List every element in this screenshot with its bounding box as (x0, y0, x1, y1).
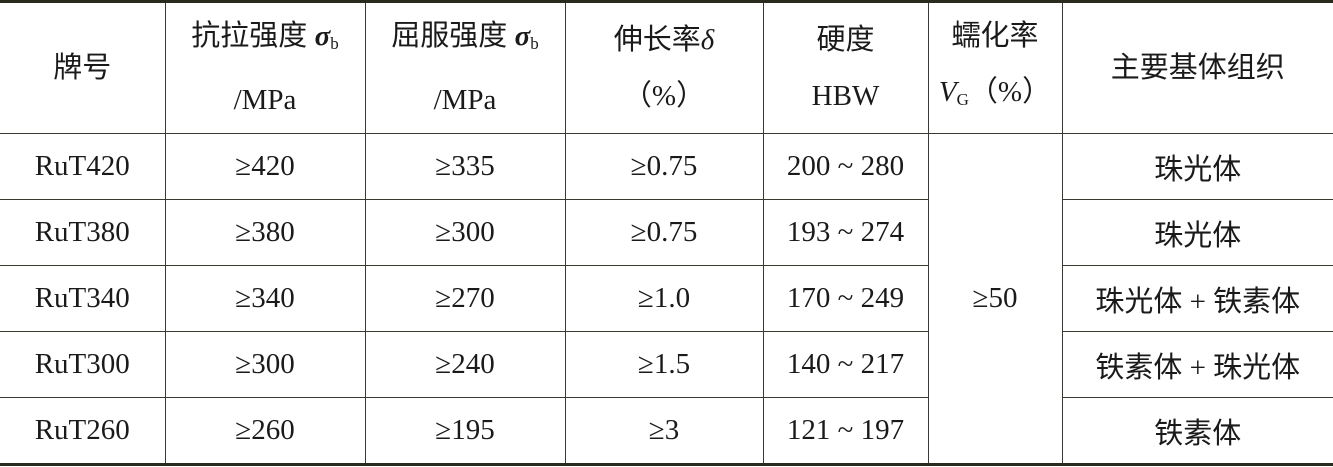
cell-hardness: 121 ~ 197 (762, 397, 929, 465)
cell-tensile: ≥340 (164, 265, 366, 332)
cell-yield: ≥335 (364, 133, 566, 200)
header-yield-strength: 屈服强度 σb/MPa (364, 1, 566, 134)
cell-elongation: ≥0.75 (564, 133, 764, 200)
cell-grade: RuT420 (0, 133, 166, 200)
table-row: RuT300 ≥300 ≥240 ≥1.5 140 ~ 217 铁素体 + 珠光… (0, 331, 1333, 398)
cell-elongation: ≥0.75 (564, 199, 764, 266)
header-hardness: 硬度 HBW (762, 1, 929, 134)
cell-elongation: ≥1.0 (564, 265, 764, 332)
cell-matrix: 珠光体 (1061, 199, 1333, 266)
cell-matrix: 珠光体 (1061, 133, 1333, 200)
cell-hardness: 193 ~ 274 (762, 199, 929, 266)
table-row: RuT340 ≥340 ≥270 ≥1.0 170 ~ 249 珠光体 + 铁素… (0, 265, 1333, 332)
cell-yield: ≥195 (364, 397, 566, 465)
cell-grade: RuT380 (0, 199, 166, 266)
cell-tensile: ≥260 (164, 397, 366, 465)
cell-elongation: ≥1.5 (564, 331, 764, 398)
cell-vermicularity: ≥50 (927, 133, 1063, 465)
table-row: RuT420 ≥420 ≥335 ≥0.75 200 ~ 280 ≥50 珠光体 (0, 133, 1333, 465)
table-row: RuT260 ≥260 ≥195 ≥3 121 ~ 197 铁素体 (0, 397, 1333, 465)
cell-tensile: ≥380 (164, 199, 366, 266)
cell-grade: RuT260 (0, 397, 166, 465)
cell-matrix: 铁素体 (1061, 397, 1333, 465)
cell-hardness: 200 ~ 280 (762, 133, 929, 200)
cell-yield: ≥270 (364, 265, 566, 332)
cell-grade: RuT340 (0, 265, 166, 332)
cell-yield: ≥300 (364, 199, 566, 266)
cell-elongation: ≥3 (564, 397, 764, 465)
header-row: 牌号 抗拉强度 σb/MPa 屈服强度 σb/MPa 伸长率δ （%） 硬度 HBW… (0, 1, 1333, 134)
cell-tensile: ≥420 (164, 133, 366, 200)
cell-matrix: 铁素体 + 珠光体 (1061, 331, 1333, 398)
cell-yield: ≥240 (364, 331, 566, 398)
cell-hardness: 140 ~ 217 (762, 331, 929, 398)
header-grade: 牌号 (0, 1, 166, 134)
header-matrix: 主要基体组织 (1061, 1, 1333, 134)
cell-matrix: 珠光体 + 铁素体 (1061, 265, 1333, 332)
cell-tensile: ≥300 (164, 331, 366, 398)
table-row: RuT380 ≥380 ≥300 ≥0.75 193 ~ 274 珠光体 (0, 199, 1333, 266)
cell-hardness: 170 ~ 249 (762, 265, 929, 332)
cell-grade: RuT300 (0, 331, 166, 398)
header-vermicularity: 蠕化率 VG（%） (927, 1, 1063, 134)
header-elongation: 伸长率δ （%） (564, 1, 764, 134)
header-tensile-strength: 抗拉强度 σb/MPa (164, 1, 366, 134)
